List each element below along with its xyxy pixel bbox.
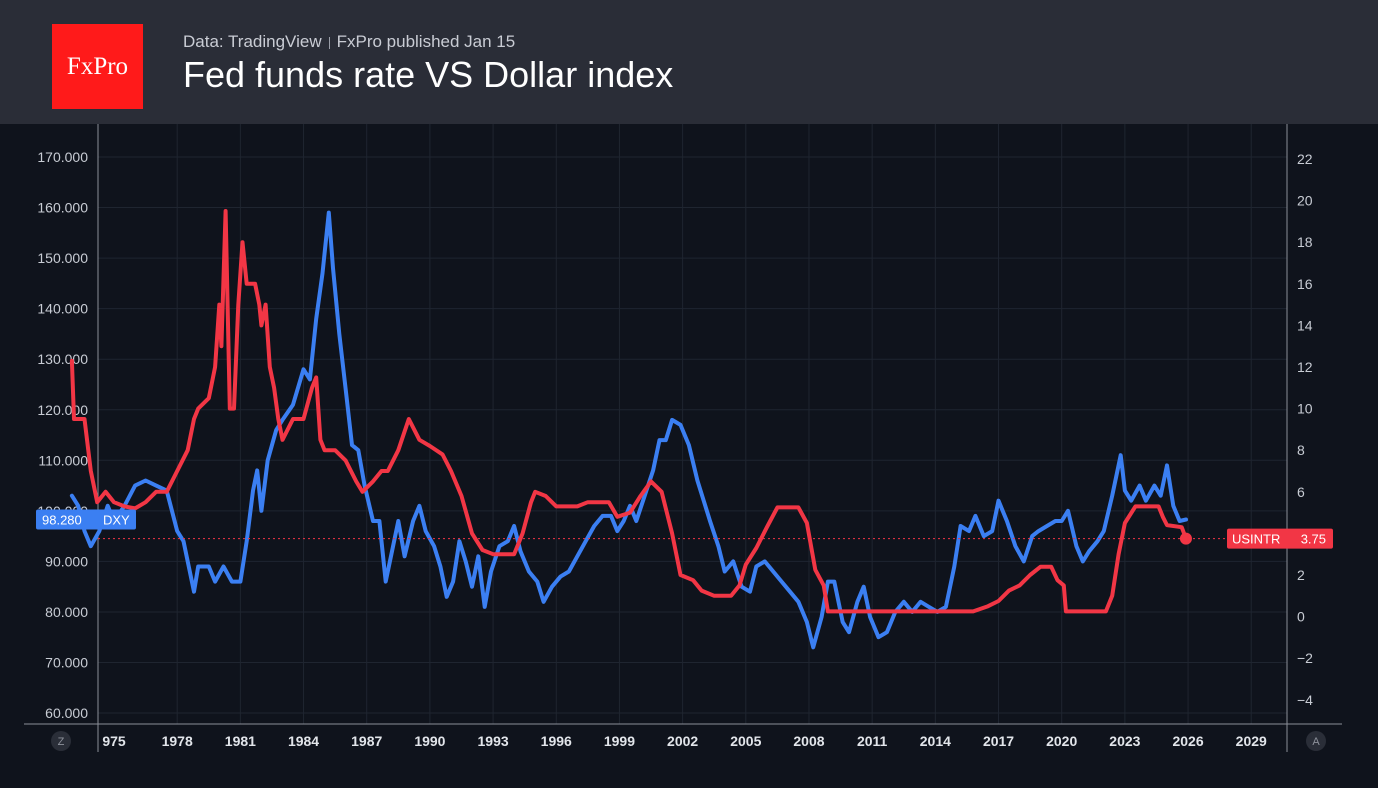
x-tick-label: 1984	[288, 733, 319, 749]
x-axis: 975 1978 1981 1984 1987 1990 1993 1996 1999 2002 2…	[102, 733, 1267, 749]
separator	[328, 36, 330, 49]
x-tick-label: 2014	[920, 733, 951, 749]
source-label: Data: TradingView	[183, 32, 322, 51]
auto-scale-button-label: A	[1312, 736, 1320, 748]
x-tick-label: 2002	[667, 733, 698, 749]
dxy-label-box	[36, 509, 136, 530]
right-tick-label: 12	[1297, 359, 1313, 375]
left-tick-label: 140.000	[37, 301, 88, 317]
left-tick-label: 160.000	[37, 200, 88, 216]
right-tick-label: 2	[1297, 567, 1305, 583]
value-labels: USINTR 3.75 98.280 DXY	[36, 509, 1333, 549]
x-tick-label: 1981	[225, 733, 256, 749]
x-tick-label: 1999	[604, 733, 635, 749]
right-tick-label: 8	[1297, 442, 1305, 458]
publisher-label: FxPro published Jan 15	[336, 32, 516, 51]
left-tick-label: 70.000	[45, 655, 88, 671]
x-tick-label: 1987	[351, 733, 382, 749]
right-tick-label: 20	[1297, 193, 1313, 209]
x-tick-label: 2008	[793, 733, 824, 749]
left-tick-label: 110.000	[38, 452, 88, 468]
x-tick-label: 2023	[1109, 733, 1140, 749]
right-tick-label: 22	[1297, 151, 1313, 167]
chart-source: Data: TradingView FxPro published Jan 15	[183, 32, 515, 52]
right-tick-label: 14	[1297, 317, 1313, 333]
x-tick-label: 1990	[414, 733, 445, 749]
line-chart[interactable]: 170.000 160.000 150.000 140.000 130.000 120.0…	[0, 124, 1378, 788]
grid	[98, 124, 1287, 724]
usintr-label-box	[1227, 528, 1333, 549]
left-tick-label: 120.000	[37, 402, 88, 418]
x-tick-label: 2017	[983, 733, 1014, 749]
axes	[24, 124, 1342, 752]
left-tick-label: 60.000	[45, 705, 88, 721]
left-axis: 170.000 160.000 150.000 140.000 130.000 120.0…	[37, 149, 88, 721]
series-usintr	[69, 209, 1188, 614]
right-tick-label: −4	[1297, 692, 1313, 708]
series-layer	[69, 209, 1188, 650]
right-tick-label: 16	[1297, 276, 1313, 292]
chart-header: FxPro Data: TradingView FxPro published J…	[0, 0, 1378, 124]
left-tick-label: 90.000	[45, 553, 88, 569]
right-axis: 2220181614121086420−2−4	[1297, 151, 1313, 708]
chart-title: Fed funds rate VS Dollar index	[183, 54, 674, 95]
left-tick-label: 80.000	[45, 604, 88, 620]
right-tick-label: 6	[1297, 484, 1305, 500]
series-dxy	[69, 210, 1188, 650]
x-tick-label: 2029	[1236, 733, 1267, 749]
auto-scale-button[interactable]	[1306, 731, 1326, 751]
dxy-name-label: DXY	[103, 513, 130, 528]
log-scale-button-label: Z	[58, 736, 65, 748]
x-tick-label: 2011	[857, 733, 888, 749]
left-tick-label: 150.000	[37, 250, 88, 266]
usintr-last-point	[1179, 532, 1192, 545]
right-tick-label: 0	[1297, 609, 1305, 625]
x-tick-label: 2026	[1172, 733, 1203, 749]
x-tick-label: 1978	[162, 733, 193, 749]
x-tick-label: 975	[102, 733, 126, 749]
left-tick-label: 170.000	[37, 149, 88, 165]
left-tick-label: 130.000	[37, 351, 88, 367]
fxpro-logo: FxPro	[52, 24, 143, 109]
dxy-value-label: 98.280	[42, 513, 82, 528]
right-tick-label: 18	[1297, 234, 1313, 250]
usintr-value-label: 3.75	[1301, 532, 1326, 547]
x-tick-label: 2005	[730, 733, 761, 749]
right-tick-label: 10	[1297, 401, 1313, 417]
usintr-name-label: USINTR	[1232, 532, 1280, 547]
x-tick-label: 1996	[541, 733, 572, 749]
x-tick-label: 2020	[1046, 733, 1077, 749]
right-tick-label: −2	[1297, 650, 1313, 666]
x-tick-label: 1993	[478, 733, 509, 749]
log-scale-button[interactable]	[51, 731, 71, 751]
